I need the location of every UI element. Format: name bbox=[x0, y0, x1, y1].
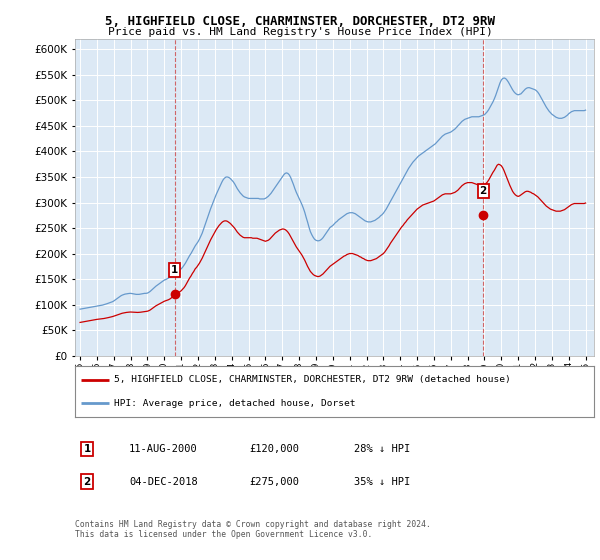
Text: 2: 2 bbox=[83, 477, 91, 487]
Text: £120,000: £120,000 bbox=[249, 444, 299, 454]
Text: Contains HM Land Registry data © Crown copyright and database right 2024.
This d: Contains HM Land Registry data © Crown c… bbox=[75, 520, 431, 539]
Text: 35% ↓ HPI: 35% ↓ HPI bbox=[354, 477, 410, 487]
Text: 1: 1 bbox=[83, 444, 91, 454]
Text: 5, HIGHFIELD CLOSE, CHARMINSTER, DORCHESTER, DT2 9RW (detached house): 5, HIGHFIELD CLOSE, CHARMINSTER, DORCHES… bbox=[114, 375, 511, 384]
Text: 28% ↓ HPI: 28% ↓ HPI bbox=[354, 444, 410, 454]
Text: £275,000: £275,000 bbox=[249, 477, 299, 487]
Text: 2: 2 bbox=[479, 186, 487, 196]
Text: 04-DEC-2018: 04-DEC-2018 bbox=[129, 477, 198, 487]
Text: HPI: Average price, detached house, Dorset: HPI: Average price, detached house, Dors… bbox=[114, 399, 355, 408]
Text: 1: 1 bbox=[171, 265, 178, 275]
Text: 5, HIGHFIELD CLOSE, CHARMINSTER, DORCHESTER, DT2 9RW: 5, HIGHFIELD CLOSE, CHARMINSTER, DORCHES… bbox=[105, 15, 495, 28]
Text: 11-AUG-2000: 11-AUG-2000 bbox=[129, 444, 198, 454]
Text: Price paid vs. HM Land Registry's House Price Index (HPI): Price paid vs. HM Land Registry's House … bbox=[107, 27, 493, 37]
